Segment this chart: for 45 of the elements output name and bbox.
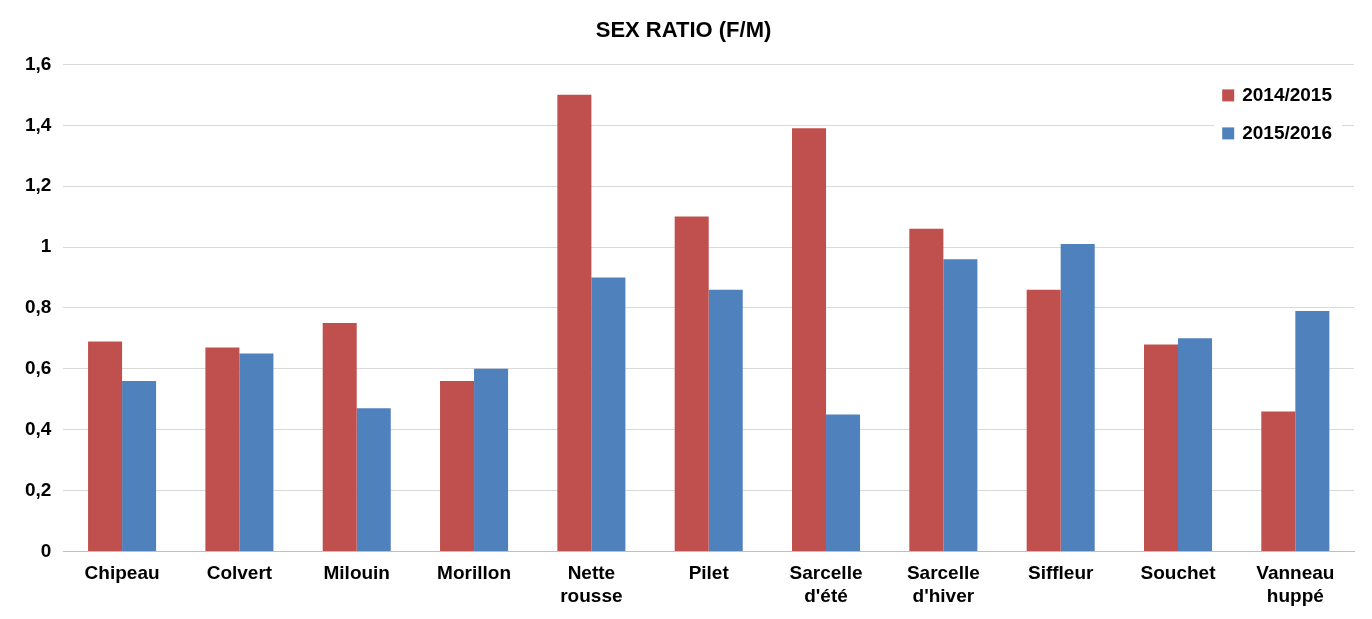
x-tick-label: Vanneau huppé [1256,562,1335,606]
y-tick-label: 0 [40,539,52,561]
y-tick-label: 0,6 [24,357,52,379]
y-tick-label: 0,4 [24,417,52,439]
bar [557,94,592,551]
y-tick-label: 0,8 [24,296,52,318]
bar [826,414,861,551]
x-tick-label: Morillon [437,562,511,584]
x-tick-label: Souchet [1140,562,1217,584]
x-tick-label: Siffleur [1027,562,1095,584]
bar [1261,411,1296,551]
bar [322,323,357,551]
bar [356,408,391,551]
bar [674,216,709,551]
x-tick-label: Sarcelle d'hiver [906,562,980,606]
bar [1295,310,1330,551]
bar [122,380,157,551]
bar [943,259,978,551]
bar [205,347,240,551]
legend-label: 2015/2016 [1242,121,1333,143]
y-tick-label: 0,2 [24,478,52,500]
bar [1060,243,1095,551]
x-tick-label: Colvert [206,562,273,584]
y-tick-label: 1,6 [24,52,52,74]
bar [474,368,509,551]
bar [792,128,827,551]
bar [440,380,475,551]
x-tick-label: Milouin [323,562,390,584]
x-tick-label: Chipeau [84,562,160,584]
bar [239,353,274,551]
chart-title: SEX RATIO (F/M) [595,17,772,43]
y-tick-label: 1 [40,235,52,257]
x-tick-label: Pilet [688,562,730,584]
y-tick-label: 1,2 [24,174,52,196]
x-tick-label: Nette rousse [560,562,623,606]
bar [1178,338,1213,551]
bar [708,289,743,551]
bar [1143,344,1179,551]
bar [909,228,944,551]
bar [1026,289,1061,551]
bar [88,341,123,551]
x-tick-label: Sarcelle d'été [789,562,863,606]
y-tick-label: 1,4 [24,113,52,135]
legend-label: 2014/2015 [1242,83,1333,105]
bar [591,277,626,551]
